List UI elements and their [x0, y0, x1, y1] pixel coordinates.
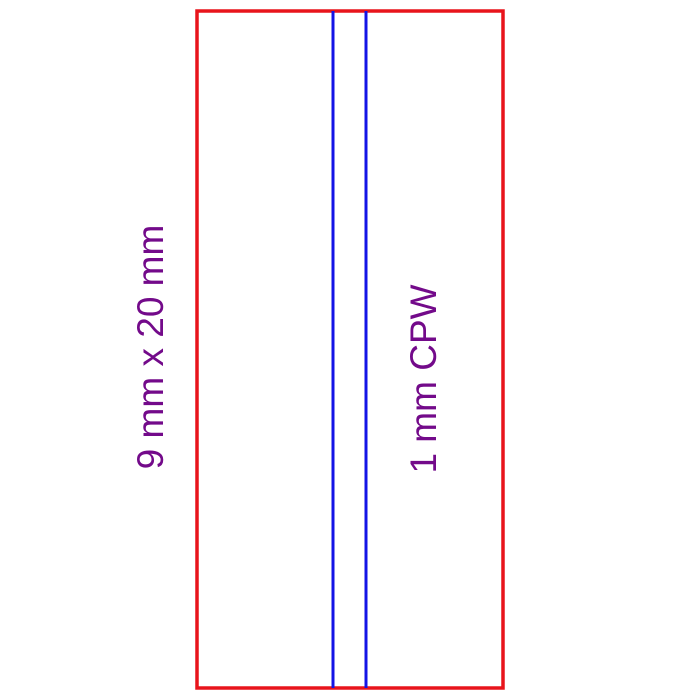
substrate-outline	[195, 9, 505, 690]
substrate-size-label: 9 mm x 20 mm	[130, 225, 171, 470]
cpw-width-label: 1 mm CPW	[403, 284, 444, 473]
